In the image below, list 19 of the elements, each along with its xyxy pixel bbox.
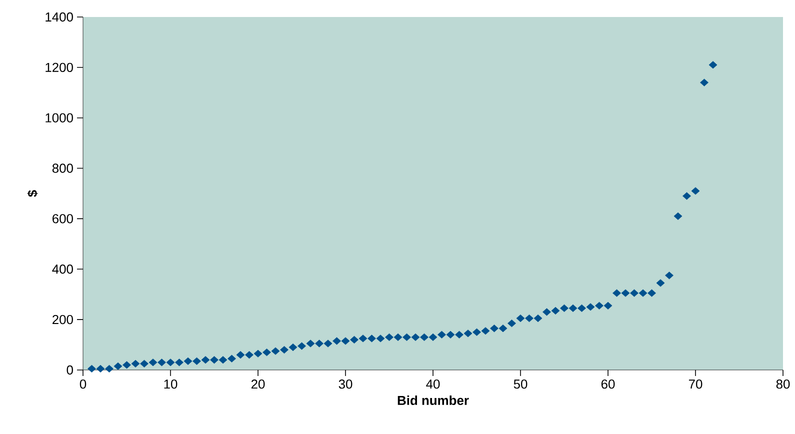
x-tick-label: 50 — [514, 380, 528, 389]
y-tick-label: 200 — [52, 314, 73, 324]
x-tick-label: 70 — [688, 380, 702, 389]
x-tick-label: 80 — [776, 380, 790, 389]
y-tick-label: 800 — [52, 164, 73, 173]
x-tick-label: 10 — [164, 380, 178, 389]
y-axis-title: $ — [27, 190, 38, 197]
x-tick-label: 0 — [80, 380, 86, 389]
y-tick-label: 1000 — [46, 113, 73, 122]
y-tick-label: 600 — [52, 214, 73, 224]
y-tick-label: 0 — [66, 365, 73, 375]
x-tick-label: 30 — [338, 380, 352, 389]
y-tick-label: 400 — [52, 264, 73, 274]
x-tick-label: 40 — [426, 380, 440, 389]
y-tick-label: 1200 — [46, 62, 73, 72]
x-tick-label: 20 — [251, 380, 265, 389]
y-tick-label: 1400 — [46, 12, 73, 22]
x-tick-label: 60 — [601, 380, 615, 389]
x-axis-title: Bid number — [398, 396, 469, 406]
